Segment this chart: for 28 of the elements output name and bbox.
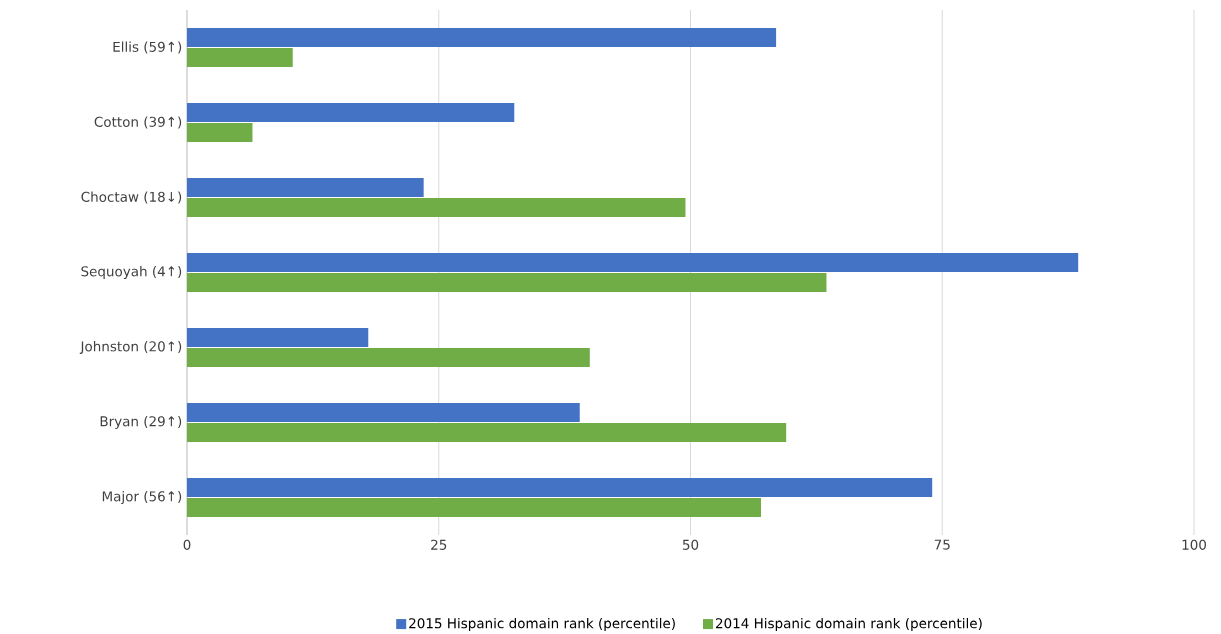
bar — [187, 347, 590, 367]
x-tick-label: 0 — [183, 539, 191, 550]
bar — [187, 327, 369, 347]
legend-label: 2015 Hispanic domain rank (percentile) — [409, 617, 675, 631]
y-tick-label: Cotton (39↑) — [94, 116, 182, 129]
bar — [187, 122, 253, 142]
y-tick-label: Major (56↑) — [102, 490, 182, 504]
bar — [187, 272, 827, 292]
bar — [187, 197, 686, 217]
bar — [187, 497, 761, 517]
bar — [187, 477, 933, 497]
y-tick-label: Sequoyah (4↑) — [81, 265, 182, 279]
bar — [187, 27, 777, 47]
bar — [187, 177, 424, 197]
x-tick-label: 25 — [431, 539, 447, 550]
y-tick-label: Choctaw (18↓) — [81, 191, 182, 204]
x-tick-label: 75 — [934, 539, 950, 550]
x-tick-label: 50 — [682, 539, 699, 550]
y-tick-label: Johnston (20↑) — [79, 340, 182, 354]
bar — [187, 47, 293, 67]
y-tick-label: Ellis (59↑) — [113, 41, 182, 54]
bar — [187, 402, 580, 422]
legend-label: 2014 Hispanic domain rank (percentile) — [715, 617, 982, 631]
y-tick-label: Bryan (29↑) — [100, 415, 182, 429]
bar — [187, 422, 787, 442]
bar — [187, 252, 1079, 272]
x-tick-label: 100 — [1182, 539, 1206, 550]
bar — [187, 102, 515, 122]
